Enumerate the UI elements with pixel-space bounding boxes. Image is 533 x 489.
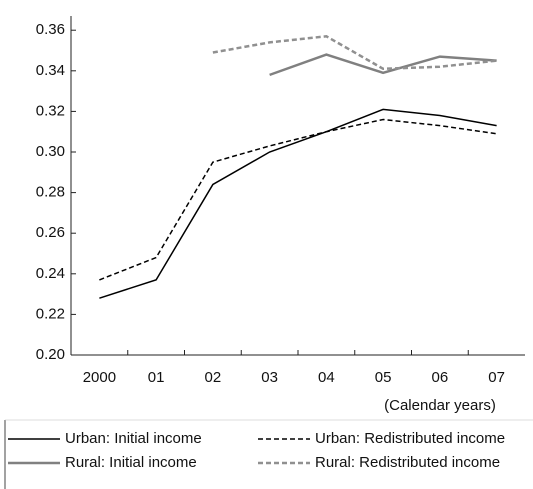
y-tick-label: 0.28 xyxy=(36,184,65,201)
series-line xyxy=(269,53,497,77)
legend-label: Urban: Initial income xyxy=(65,430,202,447)
x-tick-label: 05 xyxy=(375,369,392,386)
y-tick-label: 0.26 xyxy=(36,224,65,241)
x-axis-label: (Calendar years) xyxy=(384,397,496,414)
y-tick-label: 0.24 xyxy=(36,265,65,282)
legend-label: Rural: Redistributed income xyxy=(315,454,500,471)
y-tick-label: 0.36 xyxy=(36,21,65,38)
y-tick-label: 0.20 xyxy=(36,346,65,363)
x-tick-label: 06 xyxy=(432,369,449,386)
series-line xyxy=(99,118,497,281)
legend-label: Rural: Initial income xyxy=(65,454,197,471)
x-tick-label: 03 xyxy=(261,369,278,386)
x-tick-label: 01 xyxy=(148,369,165,386)
legend-label: Urban: Redistributed income xyxy=(315,430,505,447)
x-tick-label: 2000 xyxy=(83,369,116,386)
x-tick-label: 04 xyxy=(318,369,335,386)
y-tick-label: 0.34 xyxy=(36,62,65,79)
series-line xyxy=(212,35,497,71)
series-line xyxy=(99,108,497,299)
y-tick-label: 0.32 xyxy=(36,102,65,119)
y-tick-label: 0.22 xyxy=(36,305,65,322)
x-tick-label: 02 xyxy=(205,369,222,386)
x-tick-label: 07 xyxy=(488,369,505,386)
y-tick-label: 0.30 xyxy=(36,143,65,160)
